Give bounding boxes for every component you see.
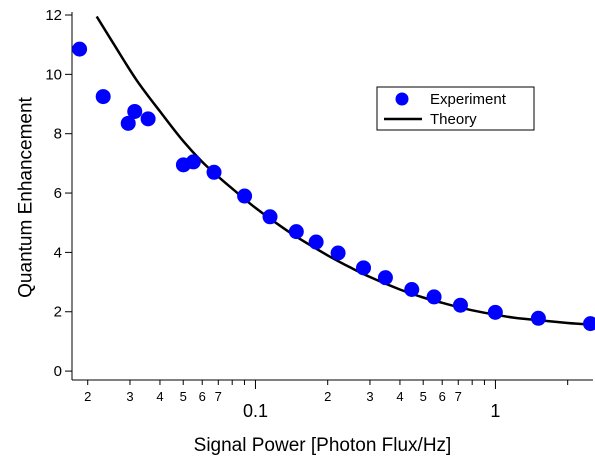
experiment-point <box>530 310 546 326</box>
experiment-point <box>404 281 420 297</box>
x-minor-tick-label: 4 <box>396 389 403 404</box>
y-tick-label: 4 <box>54 244 62 261</box>
legend-experiment-label: Experiment <box>430 91 507 108</box>
x-minor-tick-label: 7 <box>455 389 462 404</box>
y-tick-label: 12 <box>45 7 62 24</box>
y-axis-title: Quantum Enhancement <box>16 96 37 297</box>
x-minor-tick-label: 2 <box>324 389 331 404</box>
x-minor-tick-label: 5 <box>420 389 427 404</box>
experiment-point <box>452 297 468 313</box>
y-tick-label: 10 <box>45 66 62 83</box>
experiment-point <box>72 41 88 57</box>
legend: Experiment Theory <box>376 86 535 131</box>
x-major-tick-label: 0.1 <box>243 401 268 421</box>
x-minor-tick-label: 6 <box>439 389 446 404</box>
y-tick-label: 6 <box>54 185 62 202</box>
experiment-point <box>120 115 136 131</box>
experiment-point <box>330 245 346 261</box>
x-minor-tick-label: 3 <box>366 389 373 404</box>
experiment-point <box>140 111 156 127</box>
experiment-point <box>206 164 222 180</box>
x-minor-tick-label: 5 <box>180 389 187 404</box>
axes <box>71 12 593 381</box>
experiment-point <box>583 316 595 332</box>
x-minor-tick-label: 2 <box>84 389 91 404</box>
experiment-point <box>185 154 201 170</box>
x-axis-title: Signal Power [Photon Flux/Hz] <box>194 435 452 456</box>
theory-line <box>95 15 594 327</box>
x-minor-tick-label: 4 <box>156 389 163 404</box>
experiment-point <box>426 289 442 305</box>
y-axis-ticks: 0 2 4 6 8 10 12 <box>45 7 72 380</box>
legend-theory-label: Theory <box>430 111 477 128</box>
experiment-point <box>288 224 304 240</box>
legend-experiment-marker <box>395 92 409 106</box>
x-minor-tick-label: 7 <box>215 389 222 404</box>
experiment-point <box>127 103 143 119</box>
experiment-point <box>377 270 393 286</box>
y-tick-label: 0 <box>54 363 62 380</box>
x-major-tick-label: 1 <box>490 401 500 421</box>
y-tick-label: 2 <box>54 304 62 321</box>
x-axis-ticks: 0.1 12 3 4 5 6 7 2 3 4 5 6 7 <box>84 380 569 421</box>
experiment-point <box>262 209 278 225</box>
experiment-point <box>356 260 372 276</box>
x-minor-tick-label: 6 <box>199 389 206 404</box>
experiment-point <box>308 234 324 250</box>
x-minor-tick-label: 3 <box>126 389 133 404</box>
experiment-point <box>237 188 253 204</box>
experiment-point <box>95 89 111 105</box>
theory-series <box>95 15 594 327</box>
experiment-point <box>487 304 503 320</box>
experiment-series <box>72 41 595 332</box>
y-tick-label: 8 <box>54 126 62 143</box>
